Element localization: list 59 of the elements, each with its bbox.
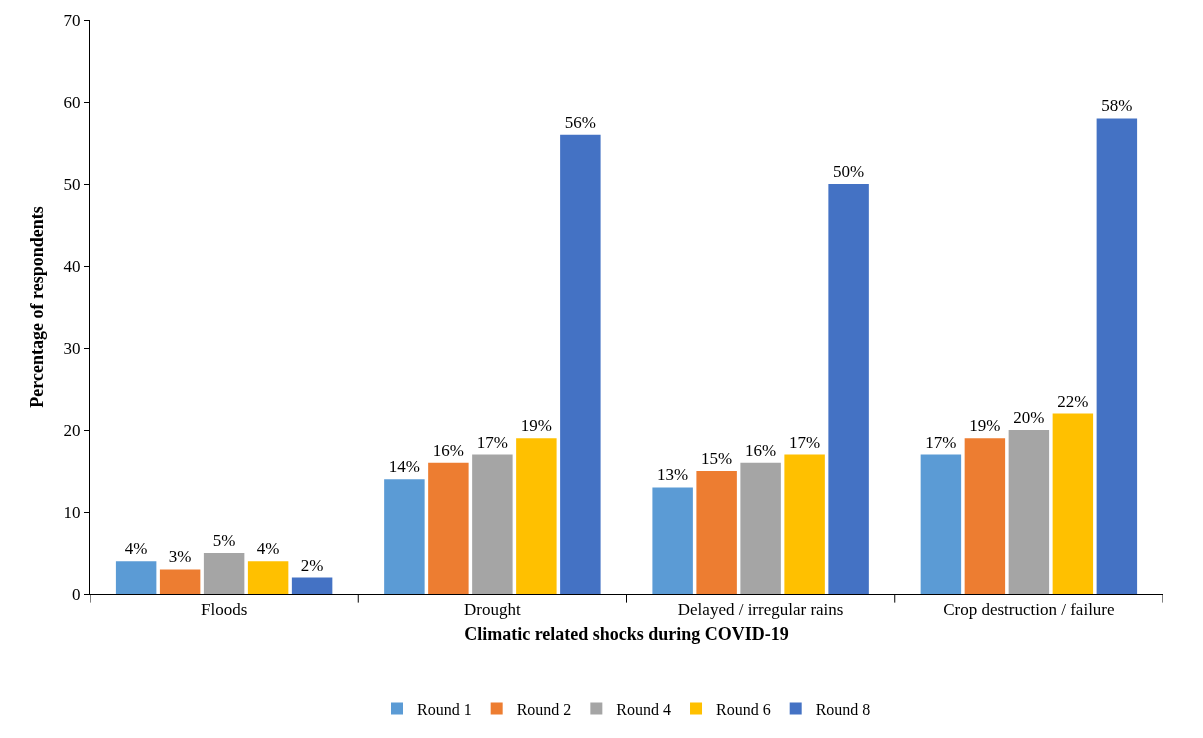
bar	[784, 454, 825, 594]
y-tick-label: 60	[63, 92, 81, 112]
data-label: 17%	[925, 432, 957, 452]
bar	[1008, 430, 1050, 594]
y-tick-label: 20	[63, 420, 81, 440]
bar	[203, 553, 245, 594]
data-label: 14%	[388, 457, 420, 477]
data-label: 2%	[300, 555, 324, 575]
data-label: 16%	[745, 440, 777, 460]
data-label: 4%	[124, 539, 148, 559]
data-label: 19%	[969, 416, 1001, 436]
data-label: 56%	[564, 112, 596, 132]
data-label: 15%	[701, 449, 733, 468]
data-label: 17%	[476, 432, 508, 452]
x-tick-label: Crop destruction / failure	[943, 600, 1115, 620]
bar	[964, 438, 1006, 594]
data-label: 19%	[520, 416, 552, 436]
bar	[384, 479, 425, 594]
x-axis-title: Climatic related shocks during COVID-19	[464, 623, 789, 644]
bar	[159, 569, 201, 594]
bar	[247, 561, 289, 594]
bar	[1096, 118, 1138, 594]
x-tick-label: Delayed / irregular rains	[677, 600, 844, 620]
data-label: 4%	[256, 539, 280, 559]
legend-label: Round 8	[815, 700, 871, 718]
y-tick-label: 10	[63, 502, 81, 522]
data-label: 13%	[657, 465, 689, 485]
y-tick-label: 30	[63, 338, 81, 358]
data-label: 3%	[168, 547, 192, 567]
data-label: 5%	[212, 531, 236, 550]
bar	[652, 487, 693, 594]
bar	[472, 454, 513, 594]
y-tick-label: 50	[63, 174, 81, 194]
bar	[291, 577, 333, 594]
data-label: 50%	[833, 162, 865, 181]
legend-label: Round 6	[716, 700, 771, 718]
bar	[516, 438, 557, 594]
data-label: 17%	[789, 432, 821, 452]
bar	[560, 134, 601, 594]
data-label: 20%	[1013, 408, 1045, 427]
bar	[696, 471, 737, 594]
y-axis-title: Percentage of respondents	[26, 206, 47, 408]
bar	[920, 454, 962, 594]
y-tick-label: 40	[63, 256, 81, 276]
bar	[740, 462, 781, 594]
data-label: 58%	[1101, 96, 1133, 116]
legend-label: Round 2	[516, 700, 572, 718]
data-label: 22%	[1057, 391, 1089, 411]
data-label: 16%	[432, 440, 464, 460]
x-tick-label: Drought	[464, 600, 521, 620]
legend-label: Round 1	[417, 700, 472, 718]
bar	[115, 561, 157, 594]
y-tick-label: 0	[72, 584, 81, 604]
bar	[828, 184, 869, 594]
x-tick-label: Floods	[200, 600, 248, 620]
bar	[1052, 413, 1094, 594]
y-tick-label: 70	[63, 10, 81, 30]
bar	[428, 462, 469, 594]
legend-label: Round 4	[616, 700, 672, 718]
